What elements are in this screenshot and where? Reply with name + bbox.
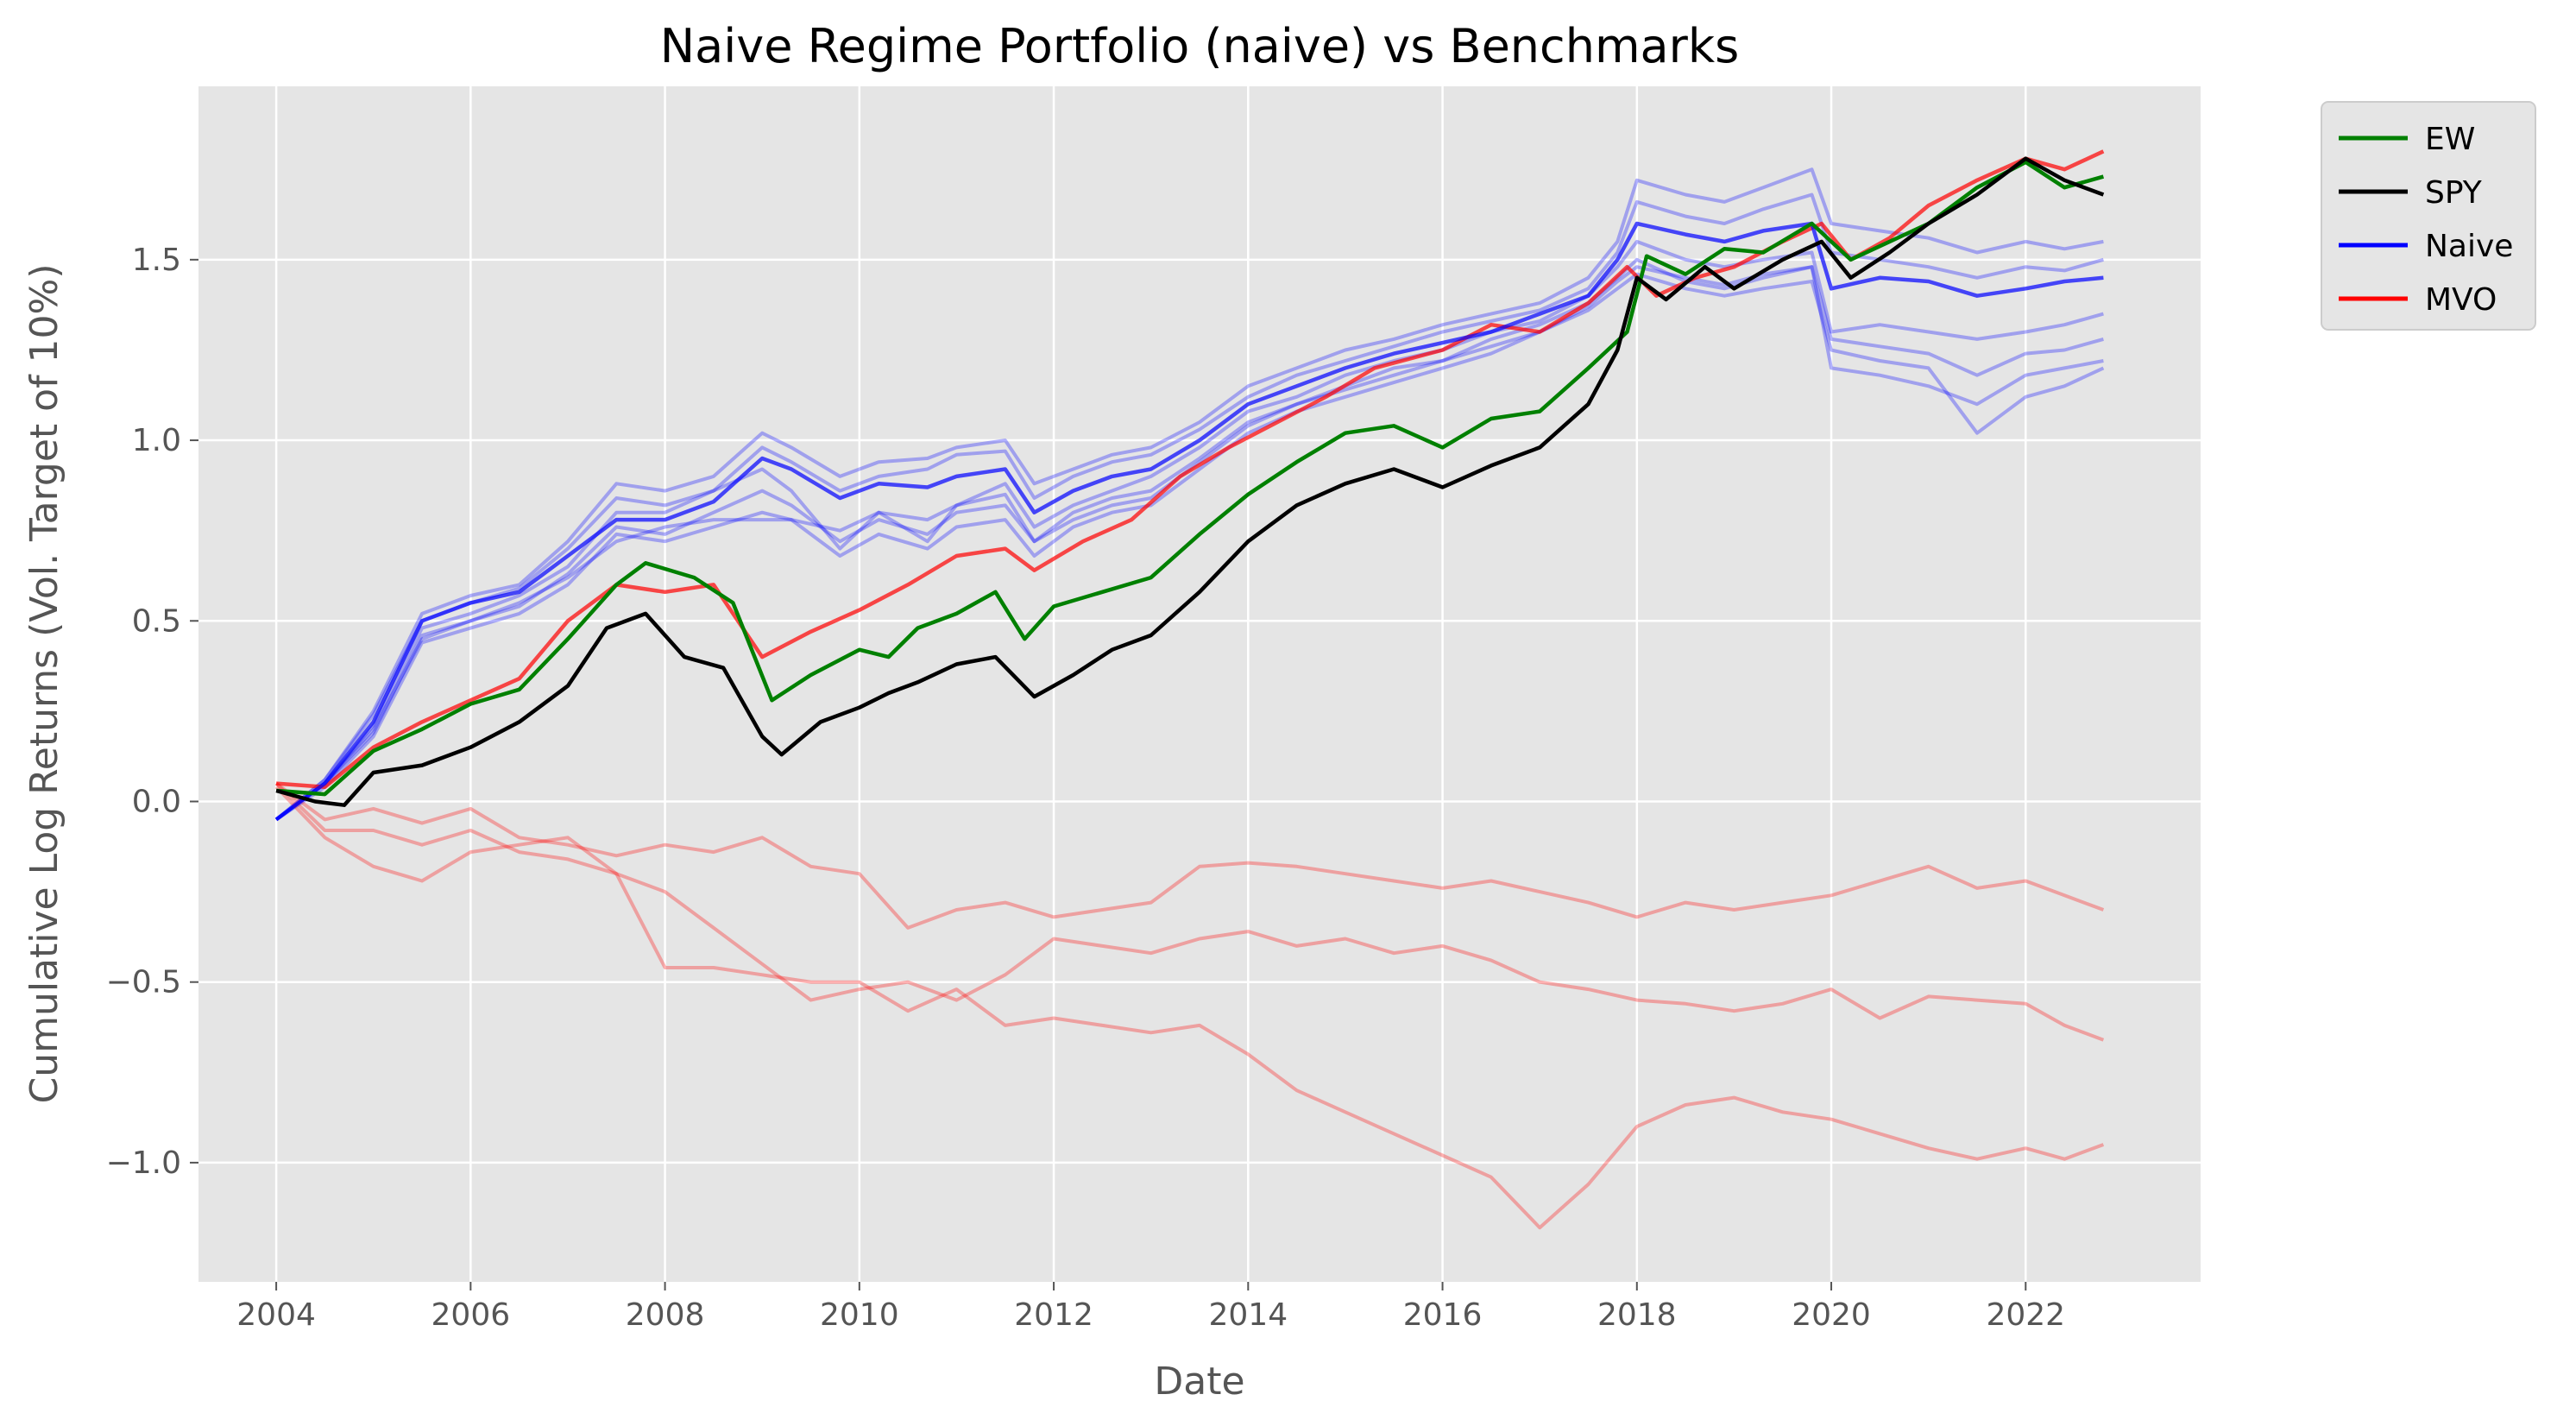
- y-tick-label: 0.0: [132, 784, 181, 819]
- legend-items: EW SPY Naive MVO: [2339, 122, 2513, 318]
- x-tick-label: 2008: [626, 1297, 705, 1333]
- faint-series-line: [274, 192, 2104, 821]
- x-tick-label: 2020: [1792, 1297, 1871, 1333]
- series-line-spy: [275, 156, 2105, 807]
- faint-series-line: [274, 786, 2105, 1230]
- x-ticks: 2004 2006 2008 2010 2012 2014 2016 2018 2020 2022: [236, 1282, 2065, 1333]
- legend-label-ew: EW: [2425, 122, 2475, 157]
- y-axis-label: Cumulative Log Returns (Vol. Target of 1…: [22, 263, 66, 1103]
- y-tick-label: −0.5: [106, 965, 181, 1000]
- x-tick-label: 2004: [236, 1297, 316, 1333]
- faint-series-line: [274, 265, 2104, 822]
- faint-series-line: [274, 239, 2104, 822]
- y-ticks: −1.0 −0.5 0.0 0.5 1.0 1.5: [106, 243, 198, 1181]
- legend-label-spy: SPY: [2425, 175, 2483, 211]
- faint-series-line: [274, 167, 2104, 821]
- y-tick-label: 1.5: [132, 243, 181, 278]
- chart-title: Naive Regime Portfolio (naive) vs Benchm…: [660, 19, 1740, 73]
- legend-label-mvo: MVO: [2425, 282, 2497, 318]
- x-tick-label: 2014: [1208, 1297, 1288, 1333]
- x-tick-label: 2018: [1597, 1297, 1677, 1333]
- x-tick-label: 2006: [431, 1297, 511, 1333]
- faint-series-line: [274, 272, 2105, 822]
- faint-series-line: [274, 781, 2105, 930]
- x-tick-label: 2010: [820, 1297, 899, 1333]
- series-line-mvo: [275, 149, 2105, 790]
- series-line-ew: [275, 160, 2105, 797]
- x-tick-label: 2022: [1986, 1297, 2065, 1333]
- series-lines: [274, 149, 2105, 822]
- legend-label-naive: Naive: [2425, 229, 2513, 264]
- y-tick-label: −1.0: [106, 1145, 181, 1181]
- faint-series-lines: [274, 167, 2105, 1230]
- y-tick-label: 0.5: [132, 603, 181, 639]
- x-axis-label: Date: [1154, 1360, 1244, 1404]
- y-tick-label: 1.0: [132, 423, 181, 458]
- legend-box: [2321, 101, 2536, 331]
- faint-series-line: [274, 782, 2105, 1042]
- plot-area: [198, 86, 2201, 1282]
- faint-series-line: [274, 257, 2104, 822]
- x-tick-label: 2012: [1014, 1297, 1093, 1333]
- x-tick-label: 2016: [1403, 1297, 1483, 1333]
- legend: EW SPY Naive MVO: [2321, 101, 2536, 331]
